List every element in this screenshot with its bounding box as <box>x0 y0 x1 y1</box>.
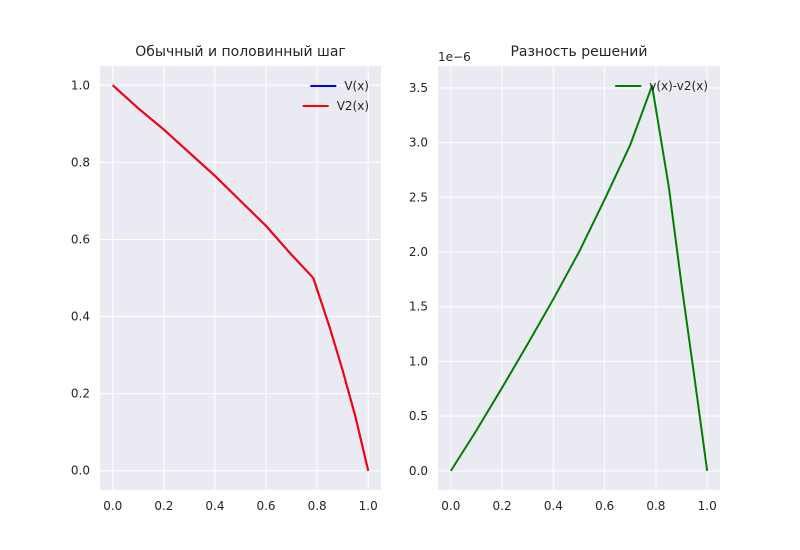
chart-2-y-tick-label: 0.5 <box>409 409 428 423</box>
chart-1-x-tick-label: 0.4 <box>205 499 224 513</box>
chart-2-y-tick-label: 1.0 <box>409 354 428 368</box>
chart-1-legend-label-2: V2(x) <box>337 99 369 113</box>
chart-1-y-tick-label: 0.8 <box>71 155 90 169</box>
chart-1-title: Обычный и половинный шаг <box>135 44 346 60</box>
chart-1-x-tick-label: 0.0 <box>103 499 122 513</box>
chart-2-x-tick-label: 0.2 <box>493 499 512 513</box>
chart-1-y-tick-label: 0.2 <box>71 387 90 401</box>
chart-1-x-tick-label: 0.8 <box>308 499 327 513</box>
chart-2-y-tick-label: 1.5 <box>409 300 428 314</box>
chart-2-legend-label-1: v(x)-v2(x) <box>649 79 708 93</box>
chart-1-x-tick-label: 0.2 <box>154 499 173 513</box>
chart-2-series-line-1 <box>449 84 709 472</box>
chart-2-legend: v(x)-v2(x) <box>615 79 708 93</box>
chart-1-x-tick-label: 1.0 <box>359 499 378 513</box>
chart-1-y-tick-label: 0.6 <box>71 232 90 246</box>
chart-1-legend: V(x) V2(x) <box>302 79 369 113</box>
chart-2-y-tick-label: 2.5 <box>409 190 428 204</box>
chart-1-y-tick-label: 1.0 <box>71 78 90 92</box>
chart-2-x-tick-label: 0.6 <box>595 499 614 513</box>
chart-2-plot-area <box>438 66 720 490</box>
chart-2-y-tick-label: 3.0 <box>409 136 428 150</box>
chart-1-series-line-2 <box>112 84 370 471</box>
chart-2-y-tick-label: 0.0 <box>409 464 428 478</box>
chart-2: 0.0 0.2 0.4 0.6 0.8 1.0 0.0 0.5 1.0 1.5 2.0 2.5 3.0 3… <box>409 44 720 513</box>
chart-2-x-tick-label: 1.0 <box>698 499 717 513</box>
chart-1-plot-area <box>100 66 381 490</box>
chart-1-legend-label-1: V(x) <box>344 79 369 93</box>
chart-1: 0.0 0.2 0.4 0.6 0.8 1.0 0.0 0.2 0.4 0.6 0.8 1.0 Обыч… <box>71 44 381 513</box>
chart-2-y-tick-label: 3.5 <box>409 81 428 95</box>
chart-2-x-tick-label: 0.4 <box>544 499 563 513</box>
chart-1-y-tick-label: 0.4 <box>71 310 90 324</box>
chart-2-y-tick-label: 2.0 <box>409 245 428 259</box>
chart-1-x-tick-label: 0.6 <box>256 499 275 513</box>
chart-2-x-tick-label: 0.8 <box>646 499 665 513</box>
chart-2-offset-label: 1e−6 <box>438 50 471 64</box>
chart-1-y-tick-label: 0.0 <box>71 464 90 478</box>
chart-2-x-tick-label: 0.0 <box>441 499 460 513</box>
chart-2-title: Разность решений <box>510 44 647 60</box>
